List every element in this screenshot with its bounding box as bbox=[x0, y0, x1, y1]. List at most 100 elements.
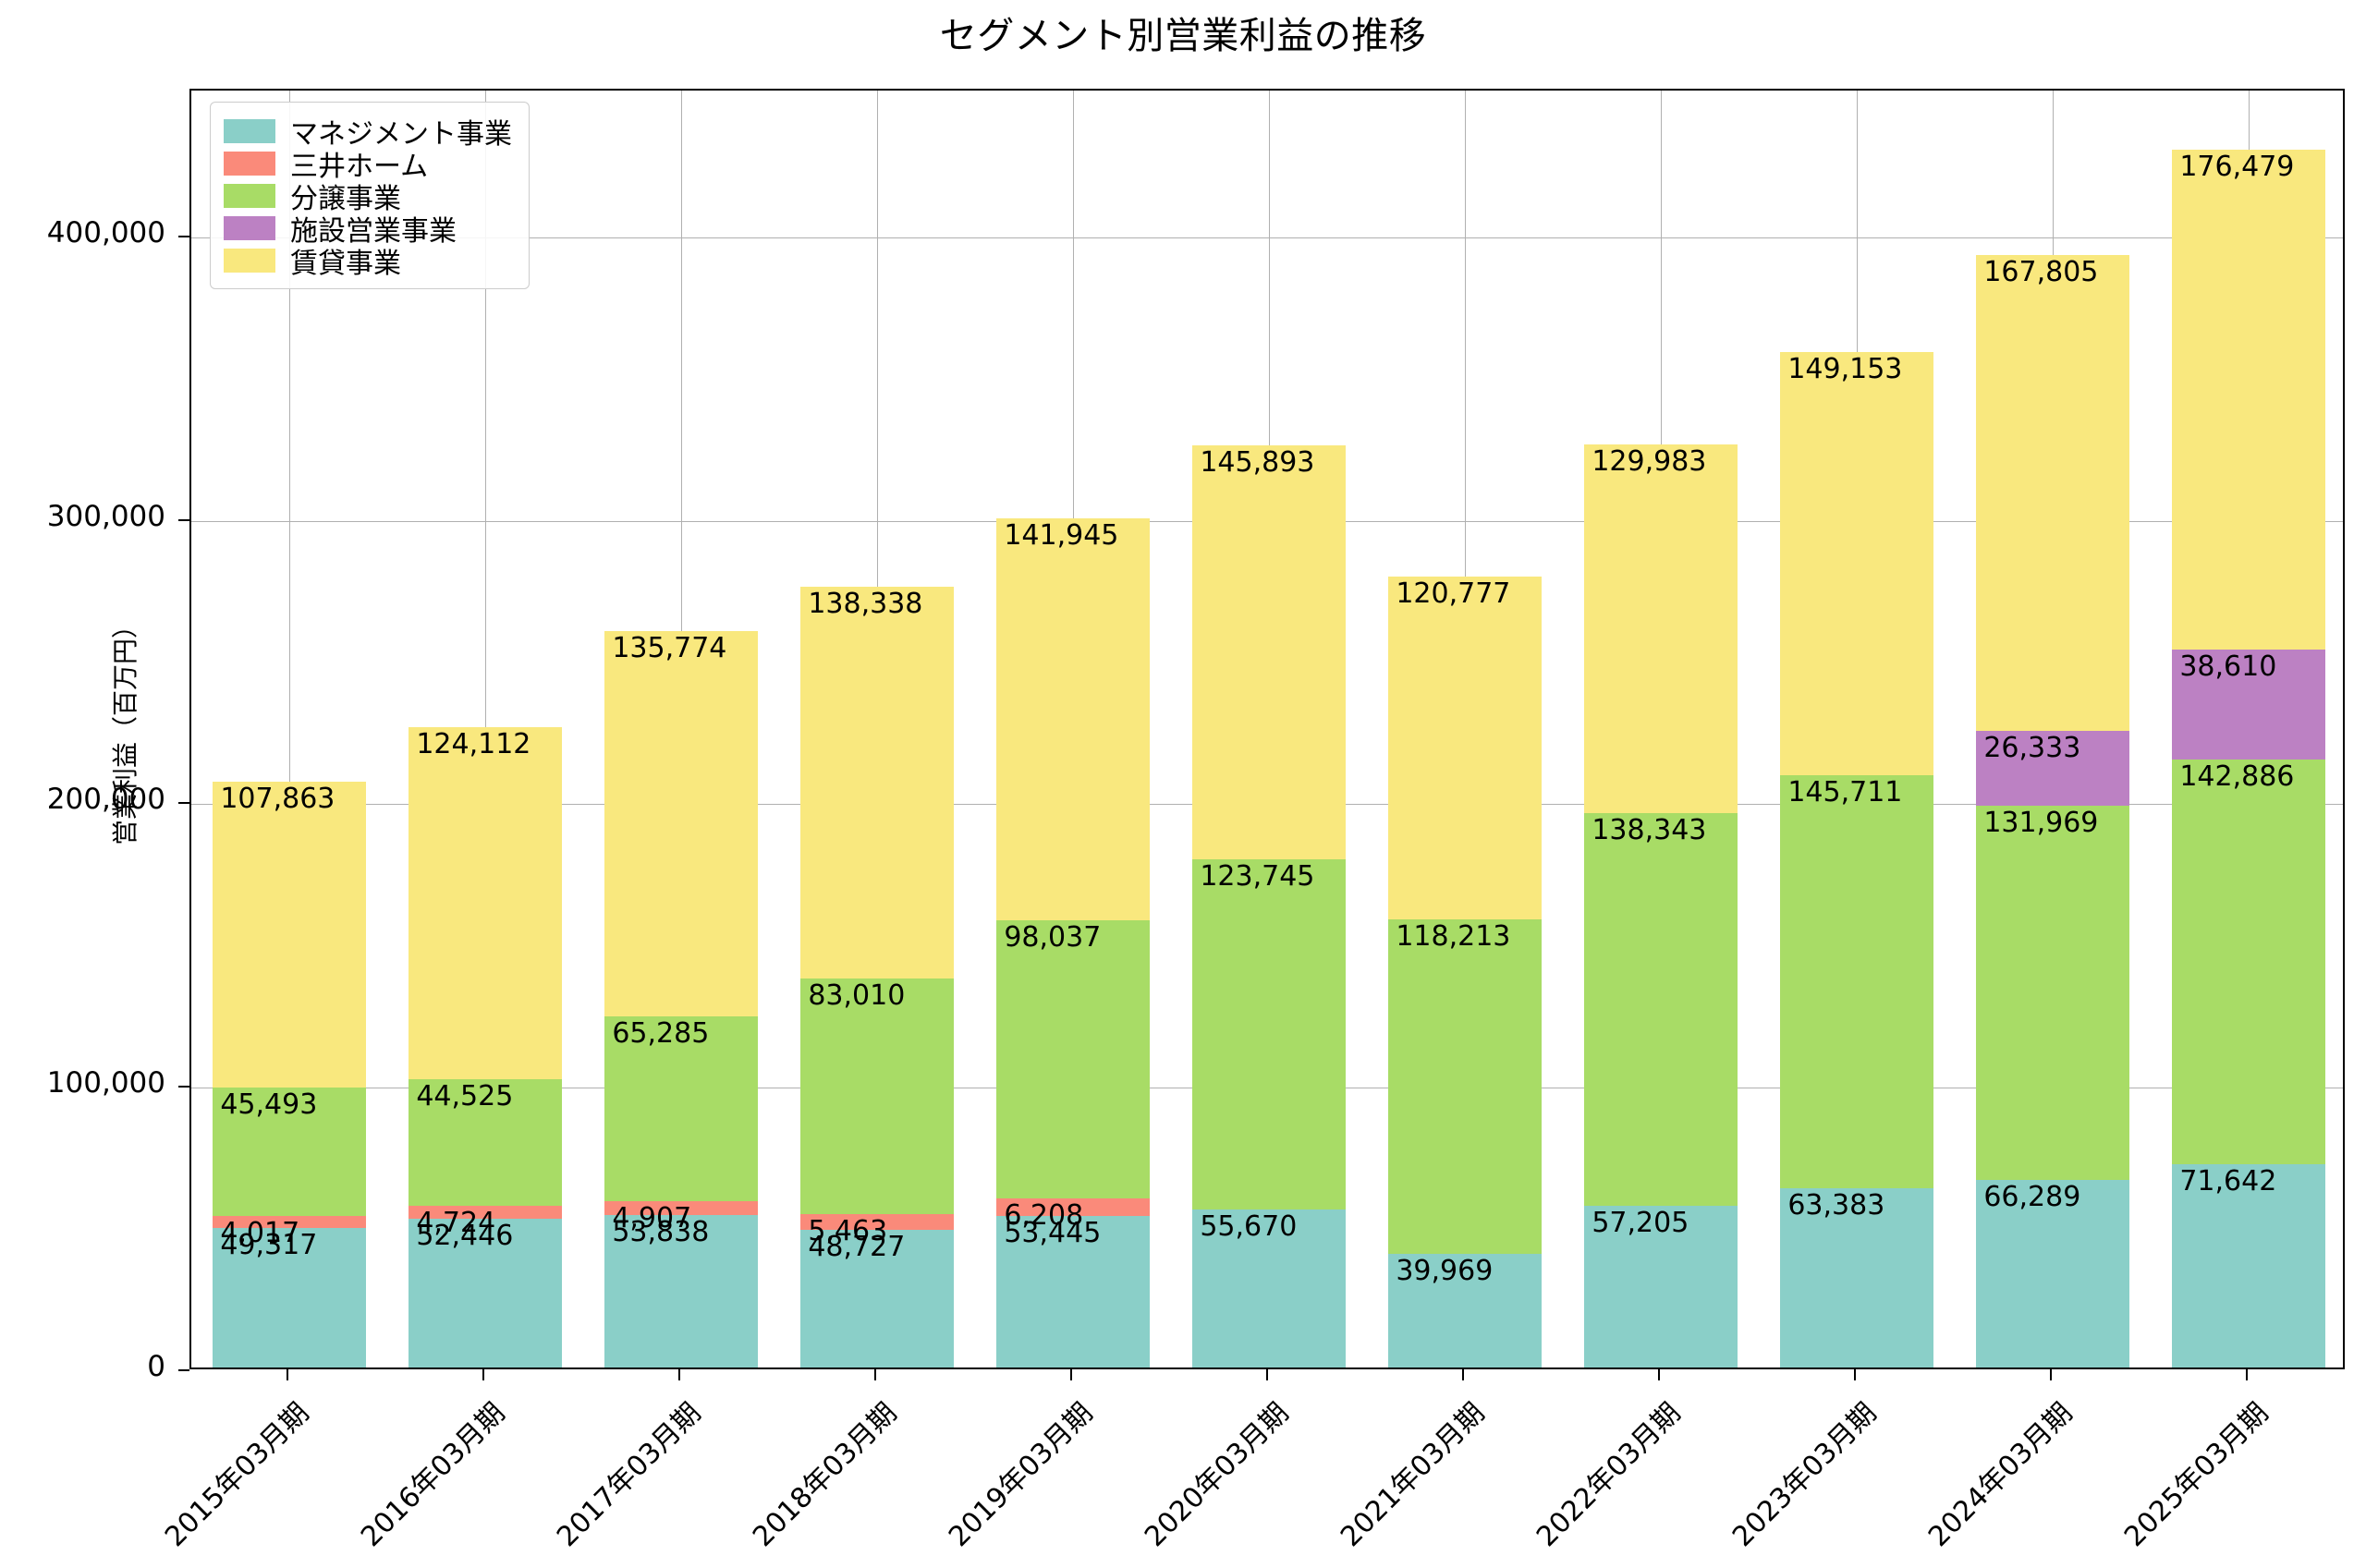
bar-value-label: 53,445 bbox=[1004, 1217, 1102, 1250]
bar-value-label: 118,213 bbox=[1396, 919, 1511, 953]
bar-segment[interactable] bbox=[1976, 805, 2129, 1180]
x-axis-ticks: 2015年03月期 2016年03月期 2017年03月期 2018年03月期 2019… bbox=[159, 1369, 2345, 1568]
x-tick-mark bbox=[1658, 1369, 1660, 1380]
x-tick-mark bbox=[1070, 1369, 1072, 1380]
bar-group[interactable]: 49,317 4,017 45,493 107,863 bbox=[213, 87, 366, 1367]
bar-segment[interactable] bbox=[1192, 858, 1346, 1210]
bar-segment[interactable] bbox=[800, 586, 954, 979]
bar-segment[interactable] bbox=[800, 978, 954, 1214]
bar-group[interactable]: 52,446 4,724 44,525 124,112 bbox=[409, 87, 562, 1367]
bar-value-label: 4,907 bbox=[612, 1201, 692, 1234]
bar-value-label: 129,983 bbox=[1592, 445, 1707, 479]
bar-value-label: 138,343 bbox=[1592, 814, 1707, 847]
bar-segment[interactable] bbox=[604, 631, 758, 1016]
bar-segment[interactable] bbox=[604, 1200, 758, 1215]
bar-group[interactable]: 57,205 138,343 129,983 bbox=[1584, 87, 1738, 1367]
bar-segment[interactable] bbox=[800, 1229, 954, 1367]
bar-segment[interactable] bbox=[1388, 577, 1542, 919]
x-tick-label: 2018年03月期 bbox=[747, 1396, 904, 1554]
bar-segment[interactable] bbox=[2172, 1164, 2325, 1367]
x-tick-mark bbox=[287, 1369, 288, 1380]
bar-segment[interactable] bbox=[1780, 1187, 1933, 1367]
bar-value-label: 141,945 bbox=[1004, 518, 1119, 552]
bar-segment[interactable] bbox=[409, 1219, 562, 1367]
bar-group[interactable]: 53,445 6,208 98,037 141,945 bbox=[996, 87, 1150, 1367]
bar-segment[interactable] bbox=[604, 1214, 758, 1367]
bar-segment[interactable] bbox=[409, 727, 562, 1080]
bar-segment[interactable] bbox=[1976, 731, 2129, 806]
y-tick-mark bbox=[178, 1369, 189, 1371]
bar-value-label: 138,338 bbox=[808, 587, 923, 620]
bar-group[interactable]: 66,289 131,969 26,333 167,805 bbox=[1976, 87, 2129, 1367]
bar-segment[interactable] bbox=[1976, 255, 2129, 732]
bar-value-label: 120,777 bbox=[1396, 577, 1511, 611]
bar-segment[interactable] bbox=[996, 517, 1150, 921]
bar-value-label: 142,886 bbox=[2179, 760, 2295, 793]
bar-value-label: 145,893 bbox=[1200, 446, 1315, 480]
bar-value-label: 107,863 bbox=[220, 782, 335, 815]
bar-segment[interactable] bbox=[1584, 444, 1738, 814]
y-tick-mark bbox=[178, 518, 189, 521]
legend-item-1[interactable]: 三井ホーム bbox=[224, 147, 512, 183]
bar-segment[interactable] bbox=[213, 1087, 366, 1217]
bar-segment[interactable] bbox=[996, 1198, 1150, 1217]
bar-value-label: 38,610 bbox=[2179, 650, 2277, 684]
bar-segment[interactable] bbox=[1388, 1254, 1542, 1367]
bar-segment[interactable] bbox=[800, 1213, 954, 1230]
bar-segment[interactable] bbox=[409, 1205, 562, 1220]
plot-area: 49,317 4,017 45,493 107,863 52,446 4,724 44,52… bbox=[189, 89, 2345, 1369]
bar-value-label: 71,642 bbox=[2179, 1165, 2277, 1198]
bar-segment[interactable] bbox=[1976, 1179, 2129, 1367]
bar-value-label: 45,493 bbox=[220, 1088, 318, 1121]
bar-segment[interactable] bbox=[213, 781, 366, 1088]
bar-value-label: 53,838 bbox=[612, 1215, 710, 1248]
bar-value-label: 135,774 bbox=[612, 632, 727, 664]
bar-segment[interactable] bbox=[1388, 918, 1542, 1255]
bar-segment[interactable] bbox=[1780, 774, 1933, 1188]
x-tick-mark bbox=[1462, 1369, 1464, 1380]
bar-segment[interactable] bbox=[2172, 650, 2325, 760]
x-tick-mark bbox=[482, 1369, 484, 1380]
x-tick-mark bbox=[1854, 1369, 1856, 1380]
bar-value-label: 83,010 bbox=[808, 979, 906, 1013]
bar-segment[interactable] bbox=[213, 1216, 366, 1228]
bar-segment[interactable] bbox=[604, 1015, 758, 1201]
chart-title: セグメント別営業利益の推移 bbox=[939, 15, 1427, 57]
legend-item-2[interactable]: 分譲事業 bbox=[224, 179, 512, 215]
y-tick-label: 300,000 bbox=[46, 499, 165, 533]
bar-group[interactable]: 63,383 145,711 149,153 bbox=[1780, 87, 1933, 1367]
bar-segment[interactable] bbox=[409, 1079, 562, 1206]
bar-segment[interactable] bbox=[1192, 1209, 1346, 1367]
bar-segment[interactable] bbox=[2172, 150, 2325, 650]
x-tick-label: 2016年03月期 bbox=[355, 1396, 512, 1554]
bar-segment[interactable] bbox=[2172, 759, 2325, 1165]
bar-group[interactable]: 39,969 118,213 120,777 bbox=[1388, 87, 1542, 1367]
y-tick-mark bbox=[178, 235, 189, 237]
legend-color-swatch bbox=[224, 183, 275, 208]
bar-segment[interactable] bbox=[1780, 352, 1933, 775]
bar-segment[interactable] bbox=[996, 920, 1150, 1199]
bar-value-label: 145,711 bbox=[1787, 775, 1903, 808]
legend-item-label: 賃貸事業 bbox=[290, 247, 401, 280]
bar-group[interactable]: 71,642 142,886 38,610 176,479 bbox=[2172, 87, 2325, 1367]
bar-group[interactable]: 48,727 5,463 83,010 138,338 bbox=[800, 87, 954, 1367]
bar-segment[interactable] bbox=[1584, 1205, 1738, 1367]
x-tick-label: 2024年03月期 bbox=[1922, 1396, 2079, 1554]
legend-item-4[interactable]: 賃貸事業 bbox=[224, 244, 512, 280]
bar-group[interactable]: 53,838 4,907 65,285 135,774 bbox=[604, 87, 758, 1367]
legend-color-swatch bbox=[224, 151, 275, 176]
legend-item-0[interactable]: マネジメント事業 bbox=[224, 115, 512, 151]
bar-segment[interactable] bbox=[1584, 813, 1738, 1206]
bar-value-label: 6,208 bbox=[1004, 1199, 1084, 1233]
bar-value-label: 123,745 bbox=[1200, 859, 1315, 893]
bar-group[interactable]: 55,670 123,745 145,893 bbox=[1192, 87, 1346, 1367]
bar-segment[interactable] bbox=[213, 1227, 366, 1367]
legend-item-3[interactable]: 施設営業事業 bbox=[224, 212, 512, 248]
bar-value-label: 26,333 bbox=[1983, 732, 2081, 765]
y-tick-label: 100,000 bbox=[46, 1066, 165, 1100]
legend-item-label: 三井ホーム bbox=[290, 150, 429, 183]
bar-segment[interactable] bbox=[1192, 445, 1346, 859]
bar-segment[interactable] bbox=[996, 1216, 1150, 1367]
y-axis-ticks: 0 100,000 200,000 300,000 400,000 bbox=[0, 0, 189, 1568]
x-tick-mark bbox=[874, 1369, 876, 1380]
